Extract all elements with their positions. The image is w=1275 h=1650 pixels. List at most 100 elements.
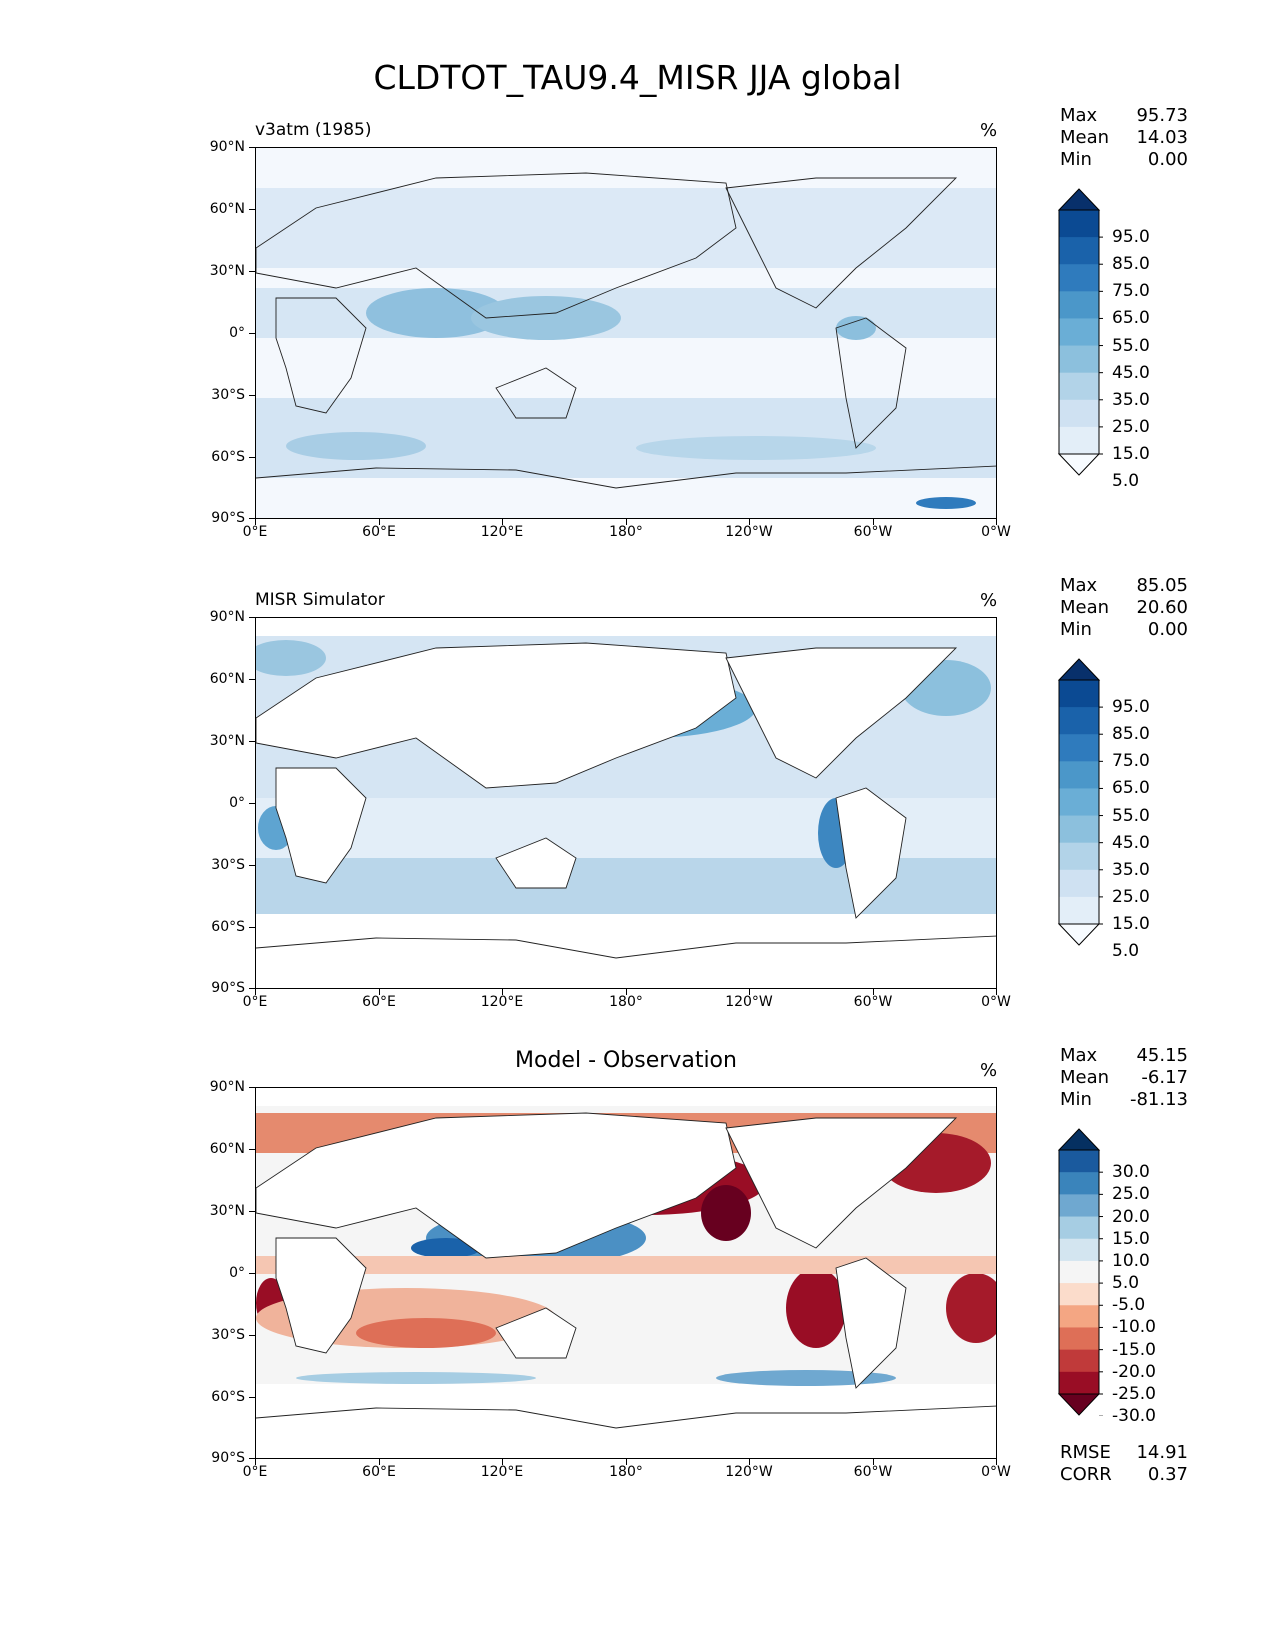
- x-tick-label: 120°E: [480, 994, 524, 1010]
- colorbar-extend-top: [1058, 1128, 1101, 1151]
- x-tick-label: 60°E: [362, 994, 396, 1010]
- map-field: [256, 148, 996, 518]
- y-tick-label: 60°S: [211, 919, 245, 935]
- colorbar-segment: [1059, 291, 1099, 319]
- colorbar-segment: [1059, 869, 1099, 898]
- colorbar-segment: [1059, 815, 1099, 844]
- colorbar-tick-label: 5.0: [1112, 1273, 1140, 1294]
- colorbar-segment: [1059, 707, 1099, 735]
- colorbar-segment: [1059, 1349, 1099, 1373]
- x-tick: [996, 989, 997, 995]
- x-tick-label: 60°W: [853, 994, 893, 1010]
- x-tick: [379, 989, 380, 995]
- x-tick: [996, 519, 997, 525]
- colorbar-tick-label: 5.0: [1112, 471, 1140, 492]
- panel-difference: Model - Observation %: [0, 1045, 1275, 1520]
- colorbar-extend-bottom: [1058, 1393, 1101, 1416]
- metric-rmse: 14.91: [1136, 1442, 1188, 1463]
- colorbar-tick-label: 35.0: [1112, 389, 1150, 410]
- y-tick: [249, 1397, 255, 1398]
- panel-units: %: [980, 590, 998, 611]
- x-tick-label: 0°W: [981, 994, 1011, 1010]
- stat-min: 0.00: [1147, 619, 1188, 640]
- colorbar-segment: [1059, 896, 1099, 925]
- y-tick: [249, 395, 255, 396]
- y-tick-label: 60°N: [209, 201, 245, 217]
- y-tick-label: 90°S: [211, 1450, 245, 1466]
- stats-box: Max 45.15 Mean -6.17 Min -81.13: [1060, 1045, 1188, 1111]
- colorbar-tick-label: 75.0: [1112, 281, 1150, 302]
- stat-label: Max: [1060, 575, 1098, 596]
- x-tick-label: 120°W: [725, 524, 773, 540]
- stat-mean: 14.03: [1136, 127, 1188, 148]
- colorbar-tick-label: -15.0: [1112, 1339, 1156, 1360]
- colorbar-tick-label: 45.0: [1112, 362, 1150, 383]
- y-tick: [249, 333, 255, 334]
- x-tick-label: 120°E: [480, 524, 524, 540]
- y-tick: [249, 617, 255, 618]
- colorbar-tick-label: 25.0: [1112, 416, 1150, 437]
- colorbar: [1058, 1128, 1103, 1416]
- colorbar-segment: [1059, 426, 1099, 455]
- colorbar-tick-label: 20.0: [1112, 1206, 1150, 1227]
- colorbar-tick-label: 65.0: [1112, 308, 1150, 329]
- y-tick: [249, 988, 255, 989]
- y-tick: [249, 1211, 255, 1212]
- stat-label: Min: [1060, 149, 1092, 170]
- x-tick-label: 0°E: [242, 994, 268, 1010]
- y-tick-label: 30°N: [209, 733, 245, 749]
- colorbar-segment: [1059, 788, 1099, 817]
- colorbar-frame: [1058, 209, 1100, 455]
- colorbar-extend-bottom: [1058, 453, 1101, 476]
- colorbar-tick-label: 15.0: [1112, 914, 1150, 934]
- colorbar-tick-label: 95.0: [1112, 227, 1150, 248]
- colorbar-segment: [1059, 210, 1099, 238]
- map-plot: [255, 1087, 997, 1459]
- metric-label: CORR: [1060, 1464, 1112, 1485]
- y-tick-label: 30°S: [211, 857, 245, 873]
- colorbar-segment: [1059, 1172, 1099, 1195]
- map-plot: [255, 147, 997, 519]
- x-tick-label: 120°W: [725, 1464, 773, 1480]
- x-tick-label: 60°E: [362, 524, 396, 540]
- y-tick: [249, 865, 255, 866]
- panel-units: %: [980, 1060, 998, 1081]
- colorbar-segment: [1059, 237, 1099, 265]
- colorbar-tick-label: -10.0: [1112, 1317, 1156, 1338]
- panel-title: v3atm (1985): [255, 120, 372, 140]
- y-tick: [249, 1273, 255, 1274]
- y-tick-label: 90°N: [209, 609, 245, 625]
- x-tick: [873, 1459, 874, 1465]
- colorbar-tick-label: -30.0: [1112, 1406, 1156, 1427]
- colorbar-extend-top: [1058, 658, 1101, 681]
- x-tick: [626, 989, 627, 995]
- colorbar-tick-label: 25.0: [1112, 1184, 1150, 1205]
- colorbar-tick-label: 85.0: [1112, 254, 1150, 275]
- x-tick-label: 120°W: [725, 994, 773, 1010]
- colorbar-frame: [1058, 679, 1100, 925]
- colorbar-tick-label: 45.0: [1112, 832, 1150, 853]
- stat-max: 95.73: [1136, 105, 1188, 126]
- y-tick: [249, 927, 255, 928]
- x-tick-label: 0°W: [981, 524, 1011, 540]
- y-tick-label: 90°N: [209, 139, 245, 155]
- colorbar-tick-label: 55.0: [1112, 335, 1150, 356]
- colorbar-segment: [1059, 1327, 1099, 1351]
- stat-label: Mean: [1060, 1067, 1110, 1088]
- panel-units: %: [980, 120, 998, 141]
- colorbar-frame: [1058, 1149, 1100, 1395]
- x-tick: [502, 1459, 503, 1465]
- x-tick-label: 120°E: [480, 1464, 524, 1480]
- stat-label: Max: [1060, 1045, 1098, 1066]
- colorbar-segment: [1059, 1238, 1099, 1262]
- y-tick: [249, 271, 255, 272]
- y-tick-label: 30°N: [209, 1203, 245, 1219]
- y-tick: [249, 209, 255, 210]
- x-tick: [749, 989, 750, 995]
- x-tick: [749, 519, 750, 525]
- colorbar-tick-label: 5.0: [1112, 941, 1140, 962]
- colorbar-tick-label: 85.0: [1112, 724, 1150, 745]
- stats-box: Max 95.73 Mean 14.03 Min 0.00: [1060, 105, 1188, 171]
- x-tick-label: 180°: [609, 994, 643, 1010]
- colorbar-segment: [1059, 318, 1099, 347]
